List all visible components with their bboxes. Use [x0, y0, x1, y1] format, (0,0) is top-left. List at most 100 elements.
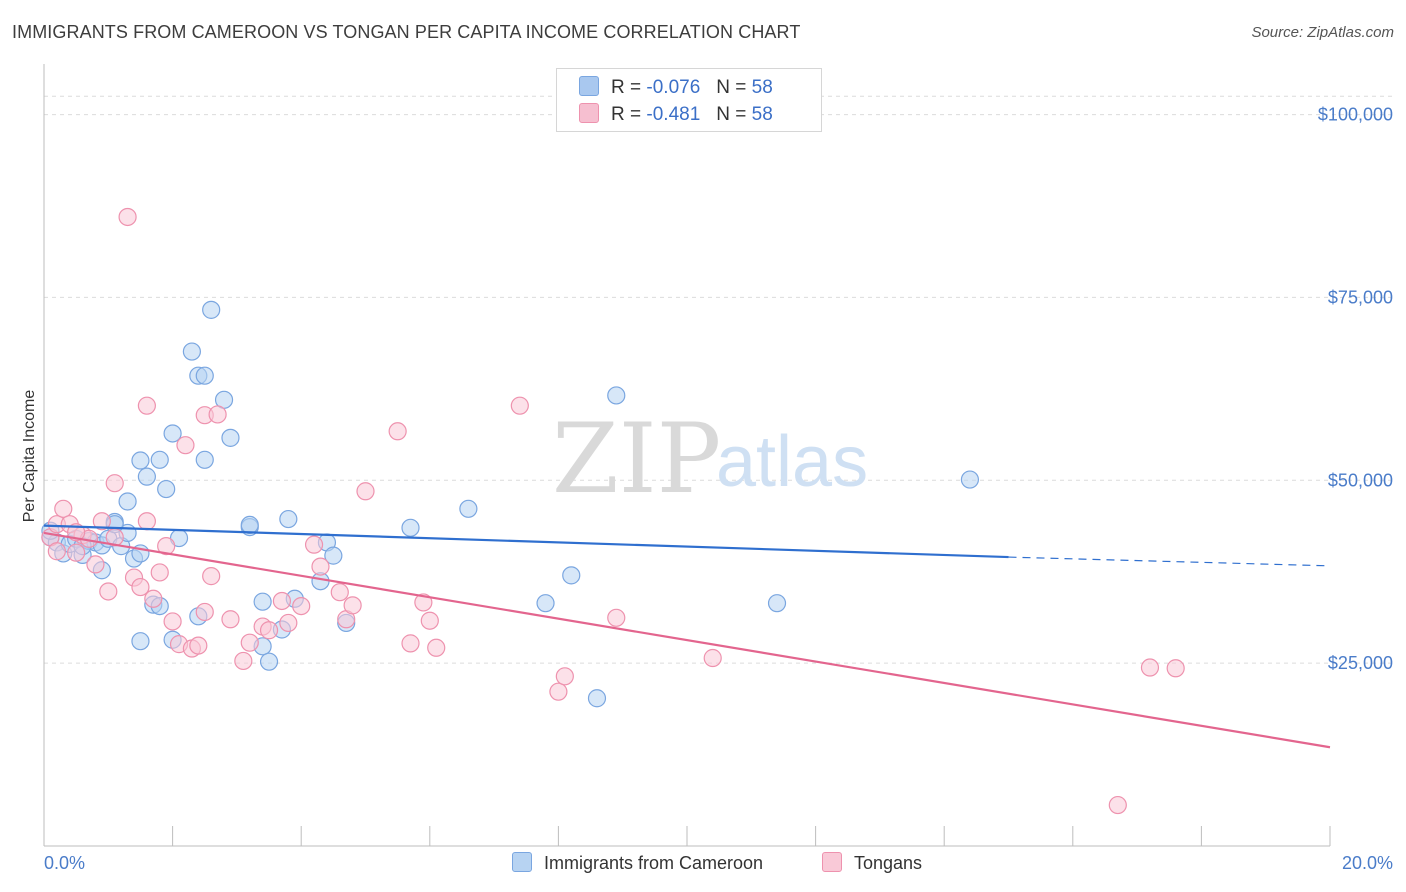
legend-swatch-cameroon — [579, 76, 599, 96]
data-point — [304, 535, 324, 554]
data-point — [960, 470, 980, 489]
data-point — [703, 648, 722, 668]
data-point — [401, 518, 420, 537]
legend-n-label: N = — [716, 104, 747, 125]
bottom-legend-swatch-tongans — [822, 852, 842, 872]
y-axis-label: Per Capita Income — [21, 390, 38, 523]
data-point — [54, 499, 73, 518]
data-point — [67, 523, 86, 542]
chart-title: IMMIGRANTS FROM CAMEROON VS TONGAN PER C… — [12, 22, 801, 42]
legend-n-value: 58 — [751, 77, 773, 98]
data-point — [311, 557, 330, 576]
data-point — [221, 428, 240, 447]
data-point — [510, 396, 529, 415]
y-tick-label: $100,000 — [1318, 105, 1393, 125]
data-point — [189, 636, 208, 655]
legend-r-value: -0.076 — [646, 77, 701, 98]
legend-n-label: N = — [716, 77, 747, 98]
data-point — [47, 542, 66, 561]
bottom-legend-label: Immigrants from Cameroon — [544, 853, 764, 873]
data-point — [555, 667, 574, 686]
source-credit: Source: ZipAtlas.com — [1251, 24, 1394, 41]
data-point — [99, 582, 118, 601]
data-point — [67, 543, 86, 562]
bottom-legend-label: Tongans — [854, 853, 923, 873]
legend-row-cameroon: R = -0.076 N = 58 — [579, 76, 773, 100]
series-tongans — [41, 207, 1185, 815]
data-point — [587, 689, 607, 708]
data-point — [607, 608, 626, 627]
bottom-legend-tongans: Tongans — [822, 852, 922, 874]
data-point — [259, 652, 279, 671]
data-point — [427, 638, 446, 657]
data-points — [41, 207, 1185, 815]
data-point — [253, 592, 272, 611]
legend-r-value: -0.481 — [646, 104, 701, 125]
data-point — [202, 300, 221, 319]
tick-labels: $25,000 $50,000 $75,000 $100,000 0.0% 20.0% — [44, 105, 1393, 873]
data-point — [105, 474, 124, 493]
trend-line-cameroon — [43, 524, 1009, 559]
data-point — [163, 424, 182, 443]
data-point — [240, 515, 259, 535]
data-point — [1166, 659, 1185, 678]
watermark-zip: ZIP — [552, 403, 721, 515]
data-point — [150, 450, 169, 469]
x-tick-label-min: 0.0% — [44, 853, 85, 873]
data-point — [401, 634, 420, 653]
trend-line-tongans — [43, 531, 1331, 749]
data-point — [324, 546, 343, 565]
data-point — [176, 436, 195, 455]
data-point — [86, 555, 105, 574]
data-point — [137, 396, 156, 415]
trend-lines — [43, 524, 1331, 749]
data-point — [272, 591, 292, 611]
legend-row-tongans: R = -0.481 N = 58 — [579, 103, 773, 127]
data-point — [330, 583, 349, 602]
data-point — [343, 596, 362, 615]
data-point — [131, 577, 150, 597]
data-point — [259, 621, 279, 640]
data-point — [549, 682, 568, 701]
data-point — [144, 589, 163, 608]
watermark: ZIP atlas — [552, 403, 868, 515]
data-point — [131, 451, 150, 470]
data-point — [388, 422, 407, 441]
data-point — [279, 509, 298, 529]
data-point — [1140, 658, 1160, 677]
data-point — [234, 651, 253, 671]
watermark-atlas: atlas — [716, 422, 868, 502]
data-point — [607, 386, 626, 405]
data-point — [767, 594, 787, 613]
data-point — [1108, 795, 1127, 815]
data-point — [195, 366, 214, 385]
y-tick-label: $75,000 — [1328, 287, 1393, 307]
data-point — [414, 593, 433, 612]
data-point — [240, 633, 259, 652]
data-point — [137, 512, 156, 531]
legend-swatch-tongans — [579, 103, 599, 123]
data-point — [150, 563, 169, 582]
data-point — [459, 499, 478, 518]
trend-line-extension — [1008, 556, 1331, 567]
data-point — [420, 611, 439, 630]
data-point — [221, 610, 240, 629]
data-point — [157, 537, 176, 556]
data-point — [195, 602, 214, 622]
data-point — [131, 632, 150, 651]
legend-r-label: R = — [611, 104, 642, 125]
data-point — [157, 479, 176, 499]
data-point — [118, 492, 137, 511]
data-point — [137, 467, 156, 486]
y-tick-label: $50,000 — [1328, 470, 1393, 490]
stats-legend: R = -0.076 N = 58 R = -0.481 N = 58 — [556, 68, 822, 132]
data-point — [279, 613, 298, 633]
data-point — [182, 342, 201, 361]
x-tick-label-max: 20.0% — [1342, 853, 1393, 873]
data-point — [562, 566, 581, 585]
data-point — [118, 207, 137, 227]
data-point — [356, 482, 375, 501]
grid-lines — [44, 95, 1394, 664]
data-point — [195, 450, 214, 469]
